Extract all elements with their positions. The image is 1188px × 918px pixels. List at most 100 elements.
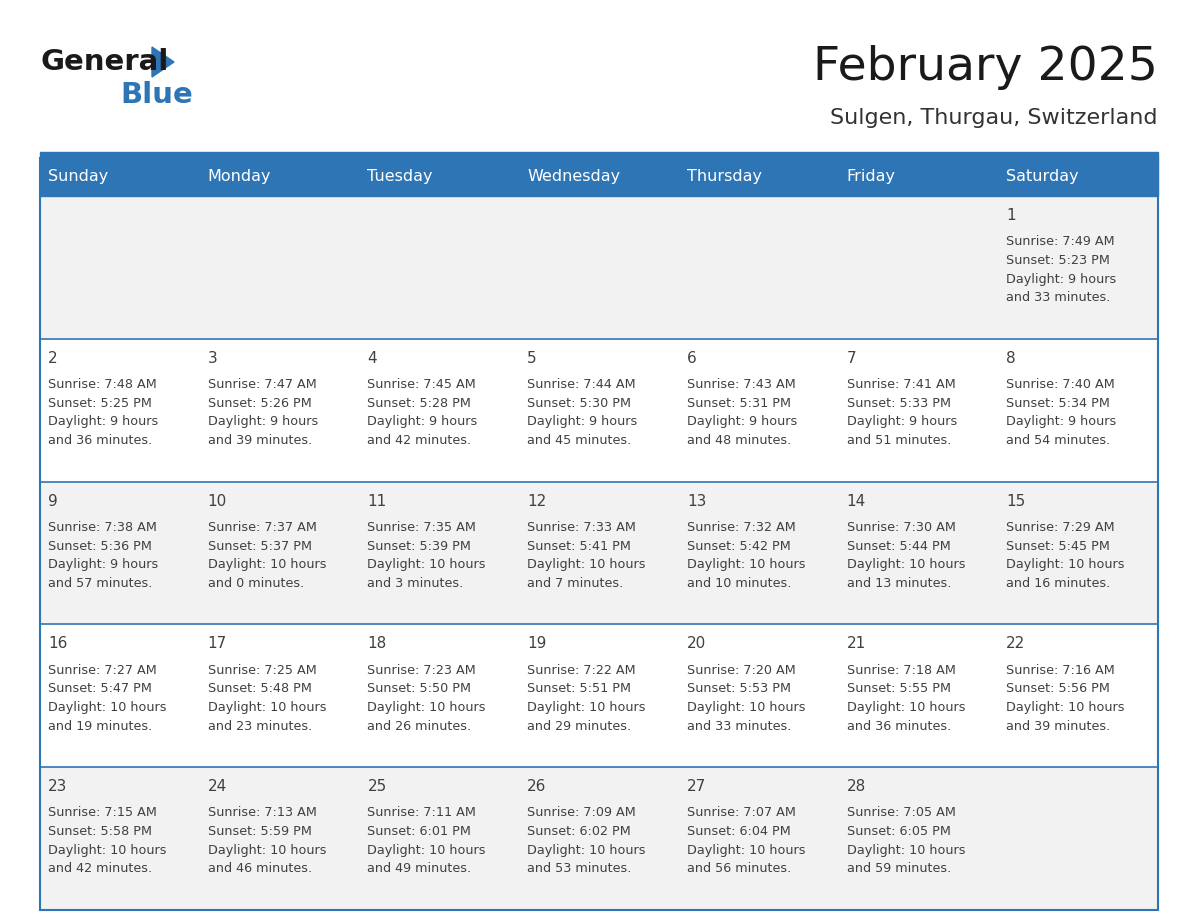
Text: 17: 17	[208, 636, 227, 652]
Text: Daylight: 10 hours: Daylight: 10 hours	[208, 701, 327, 714]
Text: Daylight: 10 hours: Daylight: 10 hours	[208, 844, 327, 856]
Text: Sunrise: 7:41 AM: Sunrise: 7:41 AM	[847, 378, 955, 391]
Text: Sunset: 5:45 PM: Sunset: 5:45 PM	[1006, 540, 1110, 553]
Text: Daylight: 10 hours: Daylight: 10 hours	[48, 844, 166, 856]
Text: 10: 10	[208, 494, 227, 509]
Text: Monday: Monday	[208, 170, 271, 185]
Text: and 57 minutes.: and 57 minutes.	[48, 577, 152, 590]
Text: Sunset: 5:26 PM: Sunset: 5:26 PM	[208, 397, 311, 409]
Text: Sunrise: 7:38 AM: Sunrise: 7:38 AM	[48, 521, 157, 533]
Text: Sunset: 5:56 PM: Sunset: 5:56 PM	[1006, 682, 1110, 695]
Text: Sunrise: 7:22 AM: Sunrise: 7:22 AM	[527, 664, 636, 677]
Text: Daylight: 9 hours: Daylight: 9 hours	[1006, 416, 1117, 429]
Text: Daylight: 9 hours: Daylight: 9 hours	[527, 416, 638, 429]
Text: Sunday: Sunday	[48, 170, 108, 185]
Text: Sunset: 6:02 PM: Sunset: 6:02 PM	[527, 825, 631, 838]
Text: and 54 minutes.: and 54 minutes.	[1006, 434, 1111, 447]
Text: Sunset: 5:30 PM: Sunset: 5:30 PM	[527, 397, 631, 409]
Text: 2: 2	[48, 351, 58, 365]
Text: Sunrise: 7:30 AM: Sunrise: 7:30 AM	[847, 521, 955, 533]
Text: and 23 minutes.: and 23 minutes.	[208, 720, 312, 733]
Text: Blue: Blue	[120, 81, 192, 109]
Text: Sunrise: 7:35 AM: Sunrise: 7:35 AM	[367, 521, 476, 533]
Text: 22: 22	[1006, 636, 1025, 652]
Text: 9: 9	[48, 494, 58, 509]
Text: 1: 1	[1006, 208, 1016, 223]
Text: Sunrise: 7:05 AM: Sunrise: 7:05 AM	[847, 806, 955, 820]
Text: 11: 11	[367, 494, 386, 509]
Text: Daylight: 10 hours: Daylight: 10 hours	[687, 558, 805, 571]
Text: Sunrise: 7:09 AM: Sunrise: 7:09 AM	[527, 806, 636, 820]
Bar	[40, 624, 1158, 767]
Bar	[40, 767, 1158, 910]
Polygon shape	[152, 47, 173, 77]
Text: and 33 minutes.: and 33 minutes.	[687, 720, 791, 733]
Text: and 36 minutes.: and 36 minutes.	[48, 434, 152, 447]
Text: and 53 minutes.: and 53 minutes.	[527, 863, 632, 876]
Text: and 48 minutes.: and 48 minutes.	[687, 434, 791, 447]
Text: Sunset: 5:37 PM: Sunset: 5:37 PM	[208, 540, 311, 553]
Text: Daylight: 10 hours: Daylight: 10 hours	[367, 701, 486, 714]
Text: 18: 18	[367, 636, 386, 652]
Text: Sunrise: 7:29 AM: Sunrise: 7:29 AM	[1006, 521, 1114, 533]
Text: 6: 6	[687, 351, 696, 365]
Text: and 51 minutes.: and 51 minutes.	[847, 434, 950, 447]
Text: Daylight: 10 hours: Daylight: 10 hours	[48, 701, 166, 714]
Text: and 39 minutes.: and 39 minutes.	[1006, 720, 1111, 733]
Text: and 42 minutes.: and 42 minutes.	[367, 434, 472, 447]
Text: Sunset: 5:50 PM: Sunset: 5:50 PM	[367, 682, 472, 695]
Text: Daylight: 10 hours: Daylight: 10 hours	[527, 844, 645, 856]
Text: Sunset: 5:51 PM: Sunset: 5:51 PM	[527, 682, 631, 695]
Text: Saturday: Saturday	[1006, 170, 1079, 185]
Text: 13: 13	[687, 494, 706, 509]
Bar	[40, 158, 1158, 910]
Text: Sunset: 5:53 PM: Sunset: 5:53 PM	[687, 682, 791, 695]
Text: Wednesday: Wednesday	[527, 170, 620, 185]
Text: Sunrise: 7:15 AM: Sunrise: 7:15 AM	[48, 806, 157, 820]
Text: Thursday: Thursday	[687, 170, 762, 185]
Text: Sunset: 5:42 PM: Sunset: 5:42 PM	[687, 540, 790, 553]
Text: 25: 25	[367, 779, 386, 794]
Text: Daylight: 10 hours: Daylight: 10 hours	[847, 701, 965, 714]
Text: Daylight: 10 hours: Daylight: 10 hours	[527, 701, 645, 714]
Text: Daylight: 10 hours: Daylight: 10 hours	[687, 701, 805, 714]
Text: and 29 minutes.: and 29 minutes.	[527, 720, 631, 733]
Text: Daylight: 9 hours: Daylight: 9 hours	[847, 416, 956, 429]
Text: Sunrise: 7:47 AM: Sunrise: 7:47 AM	[208, 378, 316, 391]
Text: 12: 12	[527, 494, 546, 509]
Text: Sunset: 5:48 PM: Sunset: 5:48 PM	[208, 682, 311, 695]
Text: and 13 minutes.: and 13 minutes.	[847, 577, 950, 590]
Text: 28: 28	[847, 779, 866, 794]
Text: Sunset: 5:33 PM: Sunset: 5:33 PM	[847, 397, 950, 409]
Text: and 36 minutes.: and 36 minutes.	[847, 720, 950, 733]
Text: and 0 minutes.: and 0 minutes.	[208, 577, 304, 590]
Text: Sunrise: 7:40 AM: Sunrise: 7:40 AM	[1006, 378, 1116, 391]
Bar	[40, 196, 1158, 339]
Text: 14: 14	[847, 494, 866, 509]
Text: Sunset: 5:36 PM: Sunset: 5:36 PM	[48, 540, 152, 553]
Text: and 10 minutes.: and 10 minutes.	[687, 577, 791, 590]
Text: Daylight: 9 hours: Daylight: 9 hours	[687, 416, 797, 429]
Text: February 2025: February 2025	[813, 46, 1158, 91]
Bar	[40, 339, 1158, 482]
Text: Daylight: 10 hours: Daylight: 10 hours	[847, 558, 965, 571]
Text: and 26 minutes.: and 26 minutes.	[367, 720, 472, 733]
Text: and 42 minutes.: and 42 minutes.	[48, 863, 152, 876]
Text: and 3 minutes.: and 3 minutes.	[367, 577, 463, 590]
Text: and 7 minutes.: and 7 minutes.	[527, 577, 624, 590]
Text: Sunrise: 7:13 AM: Sunrise: 7:13 AM	[208, 806, 316, 820]
Text: Sunset: 5:41 PM: Sunset: 5:41 PM	[527, 540, 631, 553]
Text: 23: 23	[48, 779, 68, 794]
Text: Sunrise: 7:45 AM: Sunrise: 7:45 AM	[367, 378, 476, 391]
Text: Daylight: 10 hours: Daylight: 10 hours	[687, 844, 805, 856]
Text: Daylight: 10 hours: Daylight: 10 hours	[527, 558, 645, 571]
Text: Daylight: 9 hours: Daylight: 9 hours	[1006, 273, 1117, 285]
Text: Sunrise: 7:16 AM: Sunrise: 7:16 AM	[1006, 664, 1116, 677]
Text: Sunrise: 7:07 AM: Sunrise: 7:07 AM	[687, 806, 796, 820]
Text: Sunrise: 7:48 AM: Sunrise: 7:48 AM	[48, 378, 157, 391]
Text: 7: 7	[847, 351, 857, 365]
Text: 4: 4	[367, 351, 377, 365]
Text: Daylight: 10 hours: Daylight: 10 hours	[1006, 558, 1125, 571]
Text: Sunrise: 7:32 AM: Sunrise: 7:32 AM	[687, 521, 796, 533]
Text: Daylight: 10 hours: Daylight: 10 hours	[847, 844, 965, 856]
